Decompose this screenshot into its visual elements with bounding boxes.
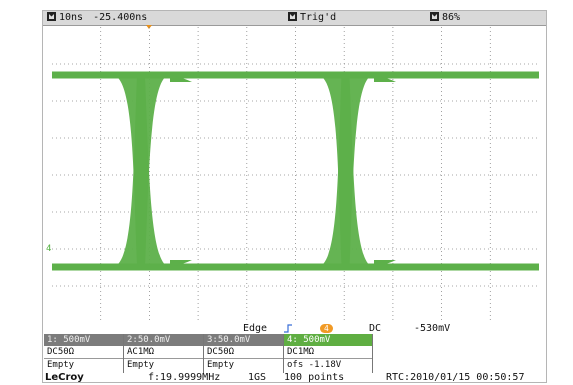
eye-crossing-falling xyxy=(112,75,170,267)
channel-4-state: ofs -1.18V xyxy=(287,360,342,370)
rtc-readout: RTC:2010/01/15 00:50:57 xyxy=(386,372,525,383)
trigger-coupling[interactable]: DC xyxy=(369,323,382,334)
eye-crossing-falling xyxy=(317,75,374,267)
sample-rate-readout: 1GS xyxy=(248,372,267,383)
graticule-grid xyxy=(52,27,539,323)
channel-2-label: 2:50.0mV xyxy=(124,334,203,346)
channel-4-label: 4: 500mV xyxy=(284,334,372,346)
waveform-plot[interactable] xyxy=(52,27,539,323)
trigger-info-row: Edge 4 DC -530mV xyxy=(43,323,546,334)
channel-2-coupling: AC1MΩ xyxy=(124,346,203,359)
timebase-icon xyxy=(47,12,56,21)
channel-2-descriptor[interactable]: 2:50.0mV AC1MΩ Empty xyxy=(124,334,204,373)
channel-3-coupling: DC50Ω xyxy=(204,346,283,359)
eye-shoulder xyxy=(170,260,192,267)
eye-diagram-trace xyxy=(52,71,539,271)
trigger-state-readout[interactable]: Trig'd xyxy=(288,11,336,25)
channel-1-coupling: DC50Ω xyxy=(44,346,123,359)
channel-1-label: 1: 500mV xyxy=(44,334,123,346)
points-readout: 100 points xyxy=(284,372,345,383)
trace-high-level xyxy=(52,71,539,79)
channel-1-state: Empty xyxy=(47,360,75,370)
edge-icon xyxy=(283,323,293,336)
trigger-state-value: Trig'd xyxy=(300,12,337,23)
memory-readout[interactable]: 86% xyxy=(430,11,460,25)
trigger-type[interactable]: Edge xyxy=(243,323,268,334)
timebase-readout[interactable]: 10ns -25.400ns xyxy=(47,11,147,25)
channel-4-descriptor[interactable]: 4: 500mV DC1MΩ ofs -1.18V xyxy=(284,334,373,373)
trigger-state-icon xyxy=(288,12,297,21)
delay-value: -25.400ns xyxy=(93,12,148,23)
trigger-level[interactable]: -530mV xyxy=(414,323,451,334)
channel-1-descriptor[interactable]: 1: 500mV DC50Ω Empty xyxy=(44,334,124,373)
bottom-status-bar: LeCroy f:19.9999MHz 1GS 100 points RTC:2… xyxy=(43,373,546,383)
memory-icon xyxy=(430,12,439,21)
channel-3-state: Empty xyxy=(207,360,235,370)
channel-4-coupling: DC1MΩ xyxy=(284,346,372,359)
memory-value: 86% xyxy=(442,12,461,23)
channel-3-descriptor[interactable]: 3:50.0mV DC50Ω Empty xyxy=(204,334,284,373)
channel-2-state: Empty xyxy=(127,360,155,370)
channel-descriptors: 1: 500mV DC50Ω Empty 2:50.0mV AC1MΩ Empt… xyxy=(44,334,373,373)
frequency-readout: f:19.9999MHz xyxy=(148,372,221,383)
trace-low-level xyxy=(52,263,539,271)
top-status-bar: 10ns -25.400ns Trig'd 86% xyxy=(43,11,546,26)
brand-logo: LeCroy xyxy=(45,372,84,383)
timebase-value: 10ns xyxy=(59,12,84,23)
trigger-source-badge[interactable]: 4 xyxy=(320,324,333,333)
channel-3-label: 3:50.0mV xyxy=(204,334,283,346)
oscilloscope-screen: 10ns -25.400ns Trig'd 86% 4 Edge 4 DC -5… xyxy=(42,10,547,383)
eye-shoulder xyxy=(374,75,396,82)
channel-4-level-marker[interactable]: 4 xyxy=(46,244,52,254)
eye-shoulder xyxy=(374,260,396,267)
eye-shoulder xyxy=(170,75,192,82)
